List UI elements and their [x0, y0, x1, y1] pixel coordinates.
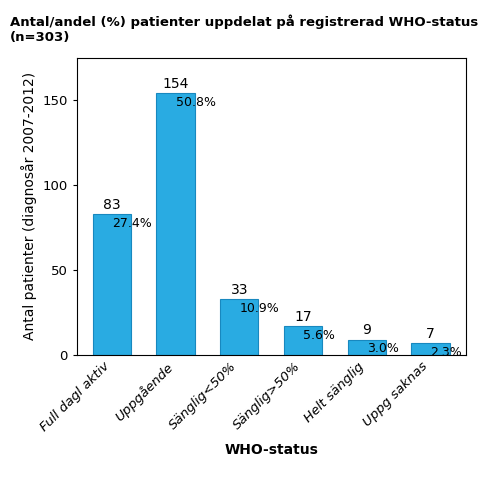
Text: 5.6%: 5.6% [303, 329, 335, 342]
Text: 3.0%: 3.0% [367, 342, 399, 356]
Text: 17: 17 [294, 310, 312, 324]
Bar [156, 93, 195, 355]
Text: 27.4%: 27.4% [112, 216, 152, 229]
Text: 50.8%: 50.8% [176, 96, 216, 109]
Text: Antal/andel (%) patienter uppdelat på registrerad WHO-status (n=303): Antal/andel (%) patienter uppdelat på re… [10, 14, 478, 44]
Y-axis label: Antal patienter (diagnosår 2007-2012): Antal patienter (diagnosår 2007-2012) [21, 72, 37, 340]
X-axis label: WHO-status: WHO-status [224, 443, 318, 457]
Text: 33: 33 [230, 283, 248, 297]
Bar [220, 299, 258, 355]
Text: 9: 9 [362, 324, 371, 337]
Bar [284, 326, 322, 355]
Text: 7: 7 [426, 327, 435, 341]
Text: 2.3%: 2.3% [431, 346, 462, 359]
Text: 154: 154 [162, 77, 189, 91]
Text: 10.9%: 10.9% [240, 301, 279, 314]
Text: 83: 83 [103, 197, 120, 212]
Bar [348, 340, 386, 355]
Bar [93, 214, 131, 355]
Bar [411, 343, 450, 355]
